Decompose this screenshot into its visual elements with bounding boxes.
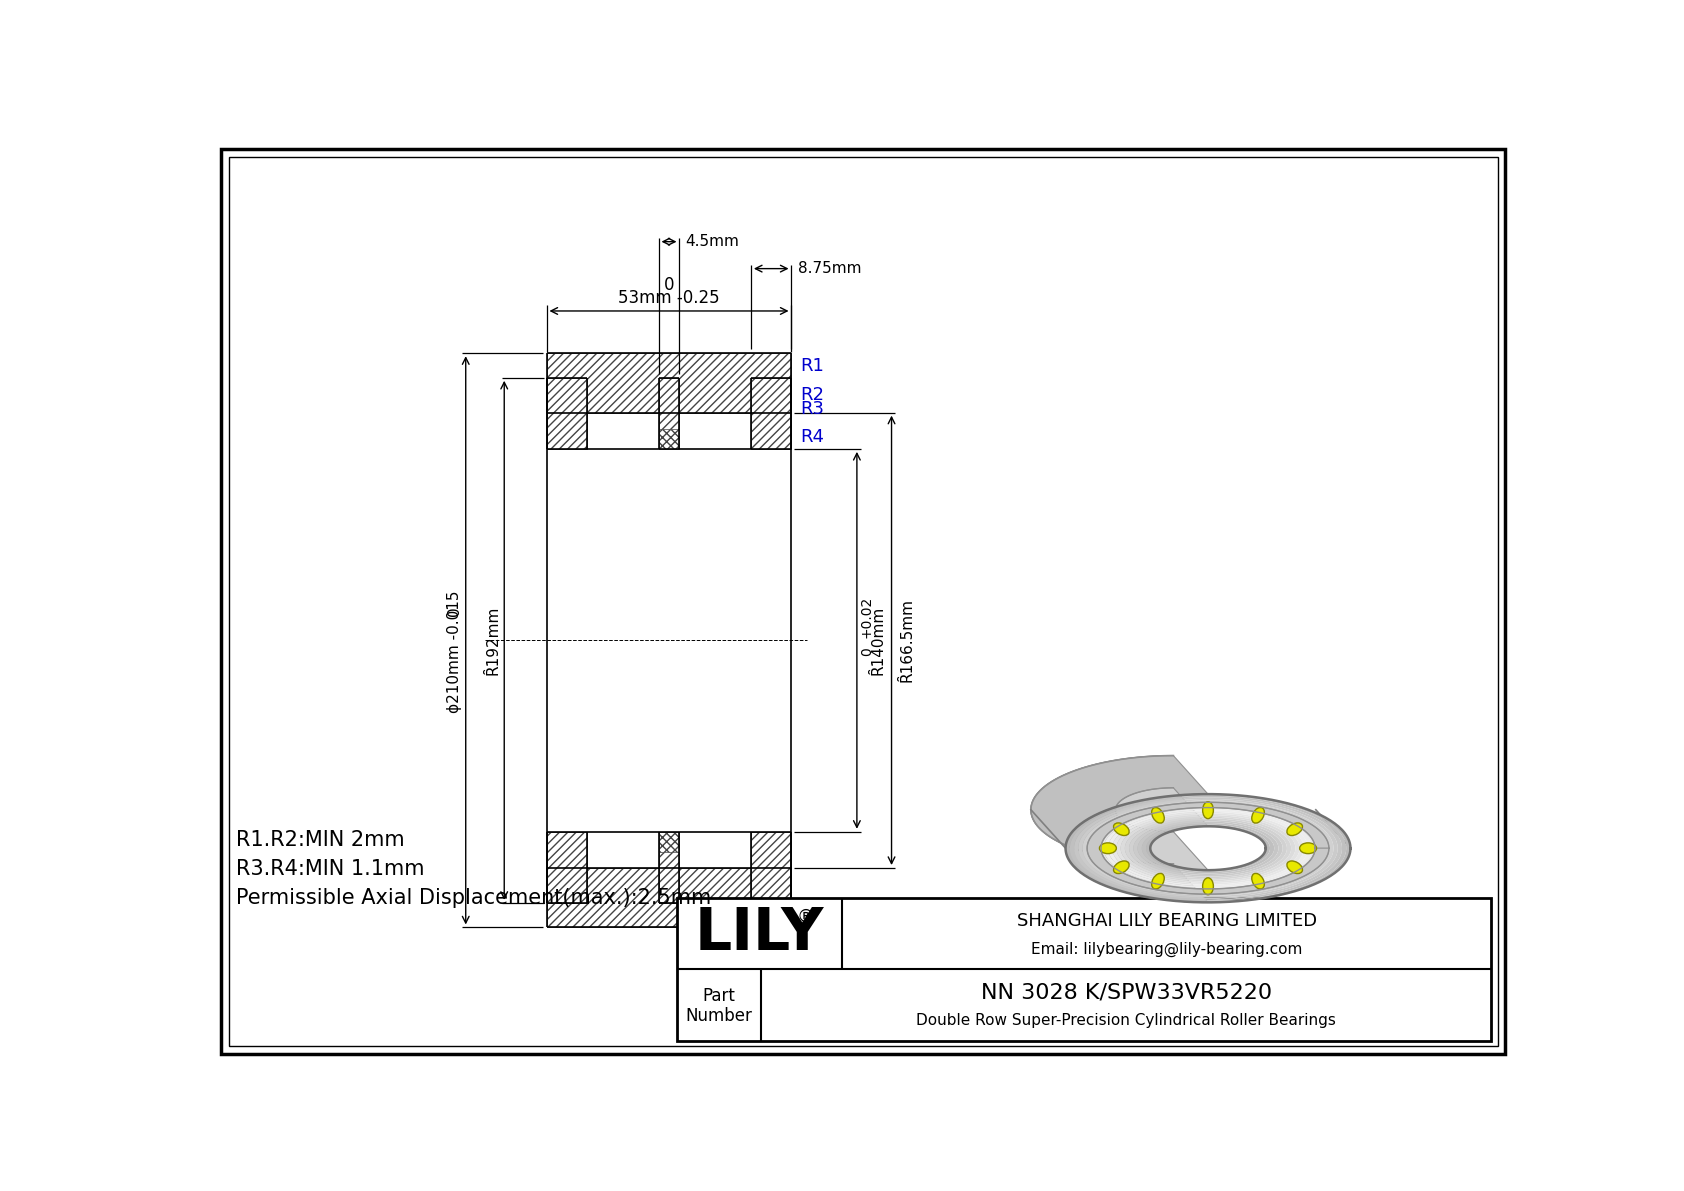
- Polygon shape: [658, 831, 679, 903]
- Text: SHANGHAI LILY BEARING LIMITED: SHANGHAI LILY BEARING LIMITED: [1017, 912, 1317, 930]
- Polygon shape: [1095, 805, 1320, 891]
- Polygon shape: [1083, 800, 1334, 896]
- Ellipse shape: [1287, 823, 1302, 836]
- Text: R2: R2: [800, 386, 825, 404]
- Text: Double Row Super-Precision Cylindrical Roller Bearings: Double Row Super-Precision Cylindrical R…: [916, 1014, 1337, 1028]
- Polygon shape: [1125, 817, 1292, 880]
- Polygon shape: [1031, 755, 1207, 903]
- Text: Number: Number: [685, 1006, 753, 1024]
- Text: 53mm -0.25: 53mm -0.25: [618, 289, 719, 307]
- Polygon shape: [1142, 823, 1275, 873]
- Text: R1.R2:MIN 2mm: R1.R2:MIN 2mm: [236, 830, 404, 849]
- Polygon shape: [1128, 818, 1287, 878]
- Polygon shape: [1108, 810, 1308, 886]
- Text: Ȓ192mm: Ȓ192mm: [487, 606, 500, 675]
- Polygon shape: [751, 378, 791, 449]
- Polygon shape: [658, 378, 679, 449]
- Ellipse shape: [1152, 807, 1164, 823]
- Ellipse shape: [1300, 843, 1317, 854]
- Polygon shape: [1078, 799, 1337, 898]
- Text: Ȓ140mm: Ȓ140mm: [871, 606, 886, 675]
- Text: ®: ®: [797, 908, 815, 925]
- Bar: [677, 898, 1492, 1041]
- Ellipse shape: [1202, 802, 1214, 818]
- Text: R1: R1: [800, 357, 825, 375]
- Polygon shape: [1147, 824, 1270, 872]
- Ellipse shape: [1251, 873, 1265, 888]
- Ellipse shape: [1113, 823, 1130, 836]
- Text: 0: 0: [663, 276, 674, 294]
- Polygon shape: [1133, 819, 1283, 877]
- Ellipse shape: [1113, 861, 1130, 873]
- Polygon shape: [547, 831, 588, 903]
- Polygon shape: [658, 429, 679, 449]
- Polygon shape: [1116, 813, 1300, 883]
- Text: R3: R3: [800, 400, 825, 418]
- Polygon shape: [1103, 809, 1312, 887]
- Text: 8.75mm: 8.75mm: [798, 261, 861, 276]
- Polygon shape: [1111, 812, 1303, 885]
- Text: Ȓ166.5mm: Ȓ166.5mm: [899, 598, 914, 682]
- Text: R3.R4:MIN 1.1mm: R3.R4:MIN 1.1mm: [236, 859, 424, 879]
- Polygon shape: [1066, 794, 1351, 903]
- Ellipse shape: [1152, 873, 1164, 888]
- Polygon shape: [751, 831, 791, 903]
- Polygon shape: [1074, 797, 1342, 899]
- Ellipse shape: [1202, 878, 1214, 894]
- Text: Email: lilybearing@lily-bearing.com: Email: lilybearing@lily-bearing.com: [1031, 942, 1302, 956]
- Ellipse shape: [1100, 843, 1116, 854]
- Polygon shape: [547, 868, 791, 928]
- Text: LILY: LILY: [695, 905, 823, 962]
- Ellipse shape: [1251, 807, 1265, 823]
- Text: Permissible Axial Displacement(max.):2.5mm: Permissible Axial Displacement(max.):2.5…: [236, 888, 712, 909]
- Text: Part: Part: [702, 987, 736, 1005]
- Polygon shape: [1100, 807, 1317, 890]
- Text: 4.5mm: 4.5mm: [685, 235, 739, 249]
- Text: 0: 0: [448, 606, 463, 616]
- Text: +0.02: +0.02: [861, 597, 874, 638]
- Text: NN 3028 K/SPW33VR5220: NN 3028 K/SPW33VR5220: [980, 983, 1271, 1002]
- Polygon shape: [547, 378, 588, 449]
- Polygon shape: [1091, 804, 1325, 893]
- Polygon shape: [547, 354, 791, 413]
- Polygon shape: [1069, 796, 1346, 900]
- Polygon shape: [1115, 787, 1207, 871]
- Polygon shape: [658, 831, 679, 852]
- Polygon shape: [1031, 755, 1174, 863]
- Text: 0: 0: [861, 648, 874, 656]
- Polygon shape: [1088, 803, 1329, 894]
- Polygon shape: [1120, 815, 1295, 881]
- Polygon shape: [1086, 803, 1329, 894]
- Ellipse shape: [1287, 861, 1302, 873]
- Polygon shape: [1138, 822, 1278, 875]
- Text: R4: R4: [800, 429, 825, 447]
- Text: ɸ210mm -0.015: ɸ210mm -0.015: [448, 591, 463, 713]
